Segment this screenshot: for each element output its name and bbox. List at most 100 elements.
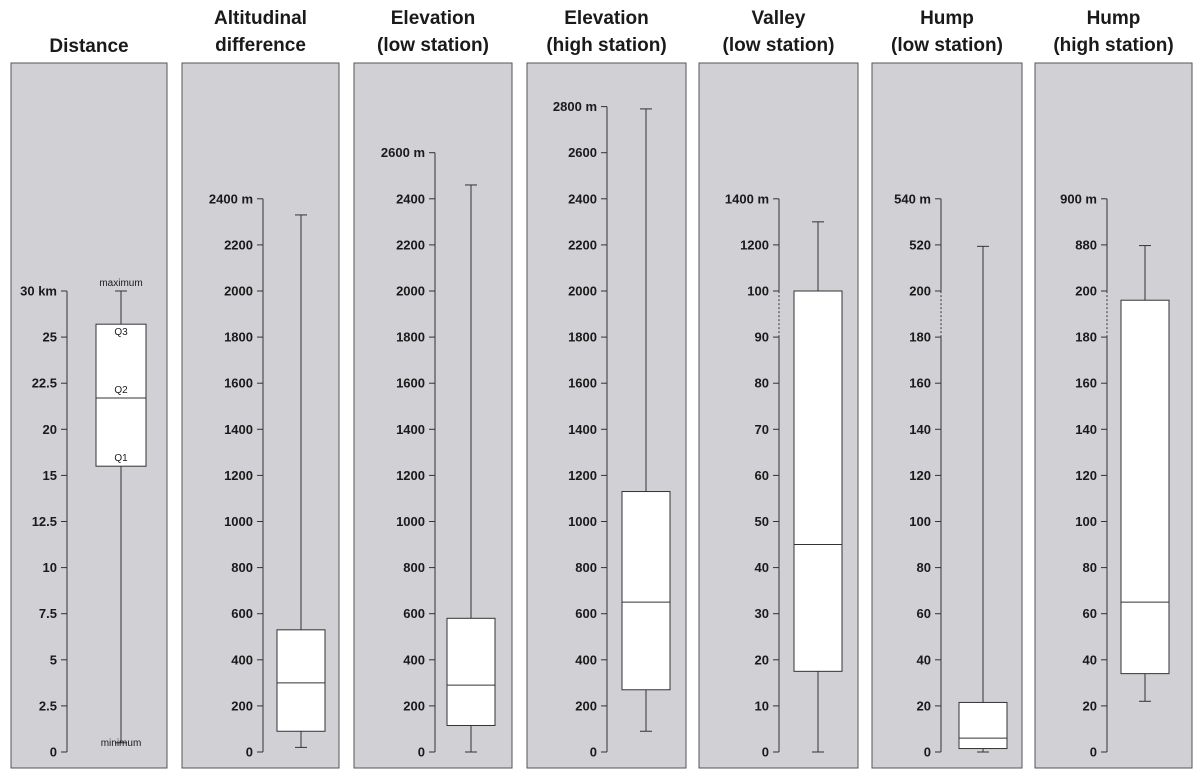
chart-title-line: Hump [1087,8,1141,29]
y-tick-label: 1400 [224,422,253,437]
y-tick-label: 2200 [396,237,425,252]
y-tick-label: 160 [909,376,931,391]
chart-title-line: (low station) [891,35,1003,56]
y-tick-label: 2600 [568,145,597,160]
y-tick-label: 20 [917,698,931,713]
y-tick-label: 2800 m [553,99,597,114]
y-tick-label: 0 [246,745,253,760]
chart-title-line: (low station) [723,35,835,56]
y-tick-label: 1200 [568,468,597,483]
chart-title-line: difference [215,35,306,56]
y-tick-label: 0 [924,745,931,760]
chart-title-line: Distance [49,36,128,57]
y-tick-label: 90 [755,330,769,345]
y-tick-label: 1000 [224,514,253,529]
y-tick-label: 900 m [1060,191,1097,206]
y-tick-label: 2000 [224,284,253,299]
chart-title-line: Altitudinal [214,8,307,29]
chart-title-line: Elevation [564,8,648,29]
y-tick-label: 1000 [568,514,597,529]
box-iqr [621,491,671,691]
y-tick-label: 0 [1090,745,1097,760]
y-tick-label: 600 [575,606,597,621]
y-tick-label: 0 [418,745,425,760]
y-tick-label: 12.5 [32,514,57,529]
chart-title-line: (high station) [546,35,666,56]
y-tick-label: 40 [1083,652,1097,667]
y-tick-label: 2400 [568,191,597,206]
y-tick-label: 600 [231,606,253,621]
y-tick-label: 1800 [396,330,425,345]
y-tick-label: 1600 [224,376,253,391]
y-tick-label: 30 km [20,284,57,299]
y-tick-label: 1000 [396,514,425,529]
y-tick-label: 200 [403,698,425,713]
y-tick-label: 40 [755,560,769,575]
y-tick-label: 2000 [568,284,597,299]
box-iqr [446,617,496,726]
y-tick-label: 0 [50,745,57,760]
y-tick-label: 400 [575,652,597,667]
y-tick-label: 5 [50,652,57,667]
y-tick-label: 15 [43,468,57,483]
y-tick-label: 200 [231,698,253,713]
chart-title-line: Hump [920,8,974,29]
y-tick-label: 180 [1075,330,1097,345]
annotation-q3: Q3 [114,327,128,338]
box-iqr [958,701,1008,750]
annotation-minimum: minimum [101,738,142,749]
y-tick-label: 800 [231,560,253,575]
y-tick-label: 880 [1075,237,1097,252]
y-tick-label: 80 [1083,560,1097,575]
box-iqr [276,629,326,732]
y-tick-label: 25 [43,330,57,345]
y-tick-label: 600 [403,606,425,621]
y-tick-label: 1800 [568,330,597,345]
y-tick-label: 800 [575,560,597,575]
chart-title-line: (low station) [377,35,489,56]
y-tick-label: 100 [1075,514,1097,529]
y-tick-label: 0 [762,745,769,760]
y-tick-label: 200 [575,698,597,713]
y-tick-label: 60 [917,606,931,621]
y-tick-label: 1400 [568,422,597,437]
chart-title-line: (high station) [1053,35,1173,56]
y-tick-label: 540 m [894,191,931,206]
y-tick-label: 10 [43,560,57,575]
y-tick-label: 1200 [740,237,769,252]
y-tick-label: 2200 [568,237,597,252]
chart-title-line: Valley [752,8,806,29]
y-tick-label: 80 [755,376,769,391]
y-tick-label: 22.5 [32,376,57,391]
y-tick-label: 7.5 [39,606,57,621]
y-tick-label: 60 [755,468,769,483]
y-tick-label: 120 [909,468,931,483]
y-tick-label: 140 [1075,422,1097,437]
annotation-q1: Q1 [114,453,128,464]
y-tick-label: 200 [1075,284,1097,299]
y-tick-label: 1200 [224,468,253,483]
y-tick-label: 180 [909,330,931,345]
y-tick-label: 400 [403,652,425,667]
y-tick-label: 50 [755,514,769,529]
y-tick-label: 0 [590,745,597,760]
y-tick-label: 70 [755,422,769,437]
y-tick-label: 2400 m [209,191,253,206]
y-tick-label: 1200 [396,468,425,483]
y-tick-label: 2.5 [39,698,57,713]
annotation-maximum: maximum [99,278,142,289]
y-tick-label: 200 [909,284,931,299]
y-tick-label: 20 [43,422,57,437]
y-tick-label: 30 [755,606,769,621]
panel-6 [871,62,1023,769]
y-tick-label: 520 [909,237,931,252]
y-tick-label: 160 [1075,376,1097,391]
y-tick-label: 2400 [396,191,425,206]
y-tick-label: 1600 [396,376,425,391]
y-tick-label: 80 [917,560,931,575]
y-tick-label: 100 [909,514,931,529]
y-tick-label: 2000 [396,284,425,299]
box-iqr [793,290,843,672]
